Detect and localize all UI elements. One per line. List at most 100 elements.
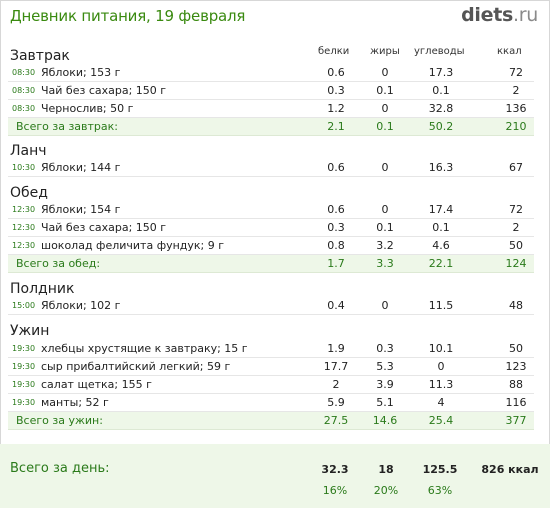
- protein-value: 5.9: [327, 396, 345, 409]
- day-carbs: 125.5: [422, 463, 458, 476]
- day-kcal: 826 ккал: [481, 463, 539, 476]
- kcal-value: 2: [512, 221, 520, 234]
- meal-title-supper: Ужин: [10, 323, 50, 339]
- total-carbs: 22.1: [428, 257, 454, 270]
- protein-value: 0.6: [327, 203, 345, 216]
- food-name[interactable]: Чернослив; 50 г: [41, 102, 134, 115]
- kcal-value: 88: [509, 378, 523, 391]
- food-row[interactable]: 15:00 Яблоки; 102 г 0.4 0 11.5 48: [8, 297, 534, 315]
- total-kcal: 210: [505, 120, 527, 133]
- food-name[interactable]: манты; 52 г: [41, 396, 109, 409]
- column-carbs: углеводы: [414, 46, 465, 57]
- total-label: Всего за обед:: [16, 257, 101, 270]
- meal-title-snack: Полдник: [10, 281, 75, 297]
- fat-value: 0: [381, 66, 389, 79]
- time: 15:00: [12, 301, 36, 310]
- meal-total-row: Всего за ужин: 27.5 14.6 25.4 377: [8, 412, 534, 430]
- food-name[interactable]: сыр прибалтийский легкий; 59 г: [41, 360, 231, 373]
- time: 10:30: [12, 163, 36, 172]
- total-protein: 27.5: [323, 414, 349, 427]
- time: 12:30: [12, 241, 36, 250]
- carbs-value: 17.4: [428, 203, 454, 216]
- carbs-value: 4: [437, 396, 445, 409]
- carbs-value: 32.8: [428, 102, 454, 115]
- total-label: Всего за ужин:: [16, 414, 103, 427]
- food-row[interactable]: 12:30 Яблоки; 154 г 0.6 0 17.4 72: [8, 201, 534, 219]
- kcal-value: 116: [505, 396, 527, 409]
- kcal-value: 123: [505, 360, 527, 373]
- food-row[interactable]: 12:30 шоколад феличита фундук; 9 г 0.8 3…: [8, 237, 534, 255]
- carbs-value: 16.3: [428, 161, 454, 174]
- time: 12:30: [12, 205, 36, 214]
- total-kcal: 124: [505, 257, 527, 270]
- total-carbs: 50.2: [428, 120, 454, 133]
- food-name[interactable]: салат щетка; 155 г: [41, 378, 152, 391]
- food-row[interactable]: 19:30 манты; 52 г 5.9 5.1 4 116: [8, 394, 534, 412]
- kcal-value: 2: [512, 84, 520, 97]
- column-kcal: ккал: [497, 46, 522, 57]
- food-name[interactable]: шоколад феличита фундук; 9 г: [41, 239, 225, 252]
- day-total-box: Всего за день: 32.3 18 125.5 826 ккал 16…: [0, 444, 550, 508]
- food-name[interactable]: Яблоки; 153 г: [41, 66, 121, 79]
- total-label: Всего за завтрак:: [16, 120, 119, 133]
- food-name[interactable]: Чай без сахара; 150 г: [41, 221, 167, 234]
- fat-value: 0.1: [376, 84, 394, 97]
- day-protein-pct: 16%: [322, 484, 348, 497]
- fat-value: 0: [381, 299, 389, 312]
- protein-value: 2: [332, 378, 340, 391]
- food-row[interactable]: 19:30 салат щетка; 155 г 2 3.9 11.3 88: [8, 376, 534, 394]
- carbs-value: 10.1: [428, 342, 454, 355]
- food-name[interactable]: Чай без сахара; 150 г: [41, 84, 167, 97]
- food-row[interactable]: 19:30 хлебцы хрустящие к завтраку; 15 г …: [8, 340, 534, 358]
- protein-value: 0.4: [327, 299, 345, 312]
- total-protein: 1.7: [327, 257, 345, 270]
- carbs-value: 0: [437, 360, 445, 373]
- meal-total-row: Всего за обед: 1.7 3.3 22.1 124: [8, 255, 534, 273]
- food-row[interactable]: 19:30 сыр прибалтийский легкий; 59 г 17.…: [8, 358, 534, 376]
- protein-value: 0.8: [327, 239, 345, 252]
- fat-value: 0: [381, 102, 389, 115]
- food-name[interactable]: Яблоки; 102 г: [41, 299, 121, 312]
- logo-suffix: .ru: [513, 4, 538, 26]
- logo-main: diets: [461, 4, 513, 26]
- fat-value: 3.9: [376, 378, 394, 391]
- fat-value: 0: [381, 161, 389, 174]
- fat-value: 0.3: [376, 342, 394, 355]
- day-fat-pct: 20%: [373, 484, 399, 497]
- food-row[interactable]: 12:30 Чай без сахара; 150 г 0.3 0.1 0.1 …: [8, 219, 534, 237]
- kcal-value: 67: [509, 161, 523, 174]
- column-fat: жиры: [370, 46, 400, 57]
- site-logo[interactable]: diets.ru: [461, 4, 538, 26]
- protein-value: 1.2: [327, 102, 345, 115]
- food-name[interactable]: Яблоки; 144 г: [41, 161, 121, 174]
- kcal-value: 72: [509, 66, 523, 79]
- food-row[interactable]: 08:30 Яблоки; 153 г 0.6 0 17.3 72: [8, 64, 534, 82]
- fat-value: 3.2: [376, 239, 394, 252]
- protein-value: 0.3: [327, 84, 345, 97]
- time: 19:30: [12, 398, 36, 407]
- total-kcal: 377: [505, 414, 527, 427]
- page-title: Дневник питания, 19 февраля: [10, 7, 246, 25]
- protein-value: 0.3: [327, 221, 345, 234]
- food-row[interactable]: 10:30 Яблоки; 144 г 0.6 0 16.3 67: [8, 159, 534, 177]
- kcal-value: 50: [509, 342, 523, 355]
- food-row[interactable]: 08:30 Чернослив; 50 г 1.2 0 32.8 136: [8, 100, 534, 118]
- fat-value: 5.1: [376, 396, 394, 409]
- food-row[interactable]: 08:30 Чай без сахара; 150 г 0.3 0.1 0.1 …: [8, 82, 534, 100]
- kcal-value: 50: [509, 239, 523, 252]
- day-fat: 18: [378, 463, 394, 476]
- carbs-value: 4.6: [432, 239, 450, 252]
- time: 19:30: [12, 344, 36, 353]
- total-protein: 2.1: [327, 120, 345, 133]
- time: 08:30: [12, 86, 36, 95]
- time: 19:30: [12, 380, 36, 389]
- food-name[interactable]: хлебцы хрустящие к завтраку; 15 г: [41, 342, 248, 355]
- total-fat: 3.3: [376, 257, 394, 270]
- time: 19:30: [12, 362, 36, 371]
- time: 12:30: [12, 223, 36, 232]
- food-name[interactable]: Яблоки; 154 г: [41, 203, 121, 216]
- protein-value: 0.6: [327, 66, 345, 79]
- time: 08:30: [12, 104, 36, 113]
- total-fat: 0.1: [376, 120, 394, 133]
- day-total-label: Всего за день:: [10, 461, 110, 476]
